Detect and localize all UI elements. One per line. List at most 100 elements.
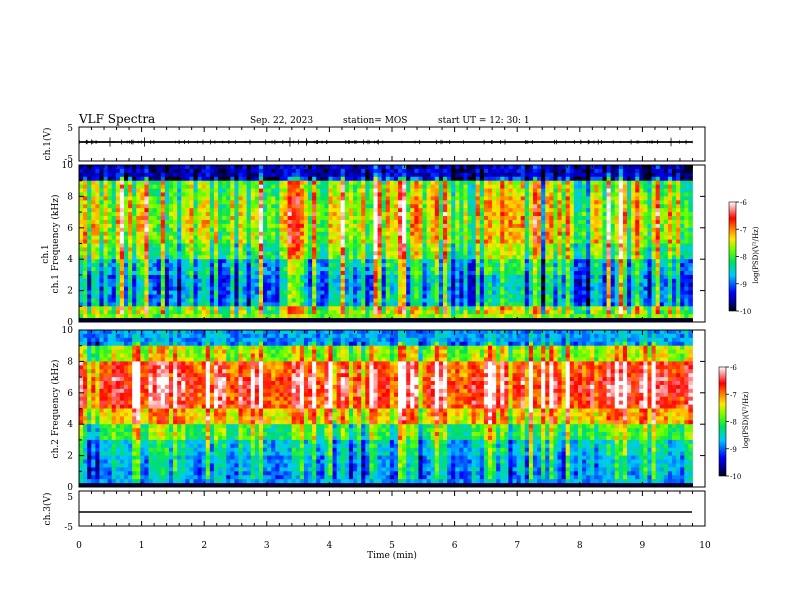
spectrogram-cell — [295, 282, 301, 288]
spectrogram-cell — [99, 219, 104, 225]
spectrogram-cell — [565, 200, 571, 205]
spectrogram-cell — [561, 227, 567, 233]
spectrogram-cell — [234, 184, 239, 189]
spectrogram-cell — [398, 294, 403, 299]
spectrogram-cell — [569, 282, 575, 288]
spectrogram-cell — [385, 176, 391, 182]
spectrogram-cell — [312, 310, 317, 315]
spectrogram-cell — [168, 227, 174, 233]
spectrogram-cell — [385, 168, 391, 174]
spectrogram-cell — [328, 274, 333, 280]
spectrogram-cell — [361, 314, 366, 319]
spectrogram-cell — [258, 290, 264, 295]
spectrogram-cell — [205, 282, 211, 288]
spectrogram-cell — [537, 274, 542, 280]
spectrogram-cell — [316, 243, 321, 248]
spectrogram-cell — [475, 172, 481, 178]
spectrogram-cell — [320, 212, 325, 217]
spectrogram-cell — [393, 176, 399, 182]
spectrogram-cell — [500, 168, 505, 174]
spectrogram-cell — [557, 165, 562, 170]
spectrogram-cell — [537, 247, 542, 252]
spectrogram-cell — [205, 255, 211, 260]
spectrogram-cell — [83, 165, 88, 170]
spectrogram-cell — [500, 259, 505, 264]
spectrogram-cell — [115, 278, 121, 284]
spectrogram-cell — [565, 290, 571, 295]
spectrogram-cell — [123, 172, 129, 178]
spectrogram-cell — [479, 184, 485, 189]
spectrogram-cell — [177, 274, 182, 280]
spectrogram-cell — [303, 278, 309, 284]
spectrogram-cell — [185, 235, 190, 240]
spectrogram-cell — [434, 298, 440, 303]
spectrogram-cell — [479, 239, 485, 244]
spectrogram-cell — [569, 259, 575, 264]
spectrogram-cell — [107, 231, 113, 237]
spectrogram-cell — [263, 282, 268, 288]
spectrogram-cell — [123, 318, 129, 323]
spectrogram-cell — [557, 318, 562, 323]
spectrogram-cell — [385, 200, 391, 205]
spectrogram-cell — [414, 278, 419, 284]
spectrogram-cell — [430, 184, 436, 189]
spectrogram-cell — [132, 184, 137, 189]
spectrogram-cell — [119, 227, 125, 233]
spectrogram-cell — [152, 290, 158, 295]
spectrogram-cell — [295, 294, 301, 299]
spectrogram-cell — [119, 172, 125, 178]
spectrogram-cell — [218, 278, 223, 284]
spectrogram-cell — [189, 239, 194, 244]
spectrogram-cell — [377, 200, 383, 205]
spectrogram-cell — [340, 176, 346, 182]
spectrogram-cell — [557, 263, 562, 268]
spectrogram-cell — [132, 172, 137, 178]
spectrogram-cell — [263, 204, 268, 209]
spectrogram-cell — [152, 306, 158, 311]
spectrogram-cell — [348, 282, 354, 288]
spectrogram-cell — [451, 286, 456, 292]
spectrogram-cell — [238, 306, 243, 311]
spectrogram-cell — [128, 302, 133, 307]
spectrogram-cell — [393, 223, 399, 229]
spectrogram-cell — [516, 255, 522, 260]
spectrogram-cell — [443, 212, 448, 217]
spectrogram-cell — [344, 267, 350, 272]
spectrogram-cell — [263, 235, 268, 240]
spectrogram-cell — [365, 180, 370, 186]
spectrogram-cell — [487, 219, 493, 225]
spectrogram-cell — [242, 318, 248, 323]
spectrogram-cell — [123, 267, 129, 272]
spectrogram-cell — [107, 239, 113, 244]
spectrogram-cell — [483, 290, 489, 295]
spectrogram-cell — [205, 263, 211, 268]
spectrogram-cell — [541, 267, 546, 272]
spectrogram-cell — [119, 278, 125, 284]
spectrogram-cell — [267, 235, 272, 240]
spectrogram-cell — [128, 318, 133, 323]
spectrogram-cell — [308, 176, 313, 182]
spectrogram-cell — [516, 314, 522, 319]
spectrogram-cell — [414, 270, 419, 276]
spectrogram-cell — [377, 294, 383, 299]
spectrogram-cell — [275, 168, 280, 174]
spectrogram-cell — [209, 200, 215, 205]
spectrogram-cell — [553, 306, 558, 311]
spectrogram-cell — [83, 282, 88, 288]
spectrogram-cell — [500, 216, 505, 221]
spectrogram-cell — [483, 180, 489, 186]
spectrogram-cell — [422, 216, 428, 221]
spectrogram-cell — [144, 219, 149, 225]
spectrogram-cell — [205, 180, 211, 186]
spectrogram-cell — [115, 188, 121, 193]
spectrogram-cell — [111, 216, 117, 221]
spectrogram-cell — [328, 239, 333, 244]
spectrogram-cell — [222, 290, 227, 295]
spectrogram-cell — [553, 263, 558, 268]
spectrogram-cell — [303, 200, 309, 205]
spectrogram-cell — [438, 263, 444, 268]
spectrogram-cell — [128, 216, 133, 221]
spectrogram-cell — [291, 235, 297, 240]
spectrogram-cell — [438, 208, 444, 213]
spectrogram-cell — [201, 278, 207, 284]
